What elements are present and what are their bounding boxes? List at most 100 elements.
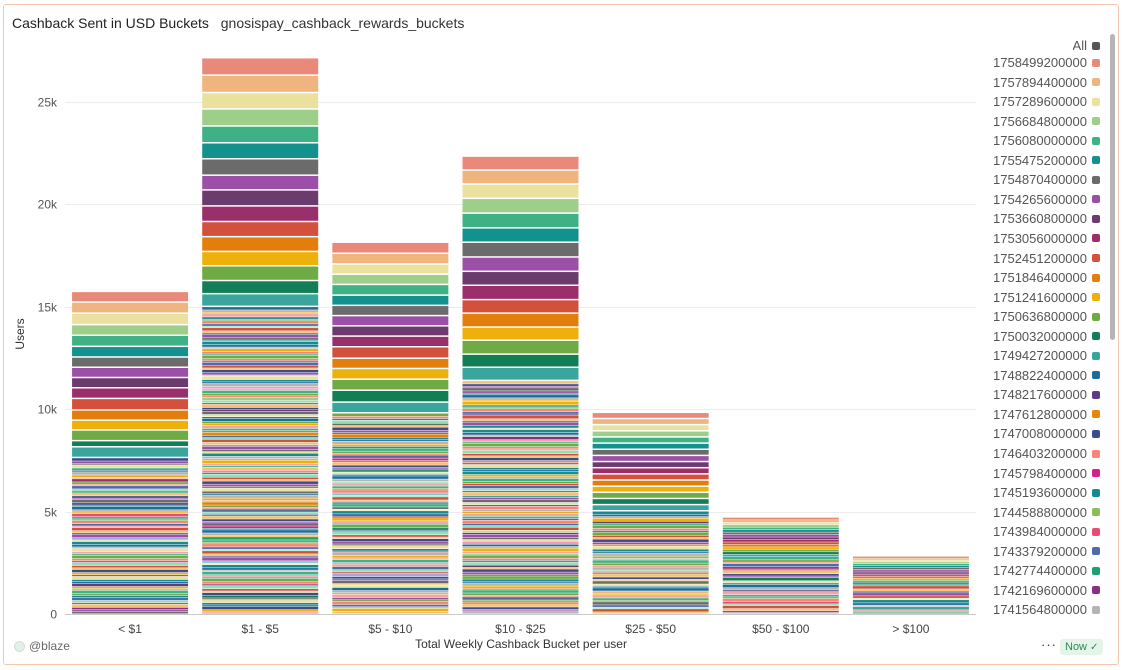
bar-segment[interactable]: [722, 598, 839, 602]
bar-segment[interactable]: [462, 313, 579, 327]
bar-segment[interactable]: [202, 331, 319, 333]
bar-segment[interactable]: [72, 519, 189, 521]
bar-segment[interactable]: [592, 570, 709, 573]
bar-segment[interactable]: [332, 509, 449, 511]
bar-segment[interactable]: [462, 407, 579, 409]
bar-segment[interactable]: [592, 612, 709, 614]
bar-segment[interactable]: [462, 525, 579, 527]
bar-segment[interactable]: [202, 396, 319, 398]
bar-segment[interactable]: [722, 601, 839, 604]
bar-segment[interactable]: [332, 316, 449, 326]
bar-segment[interactable]: [462, 539, 579, 541]
bar-segment[interactable]: [202, 442, 319, 445]
bar-segment[interactable]: [462, 551, 579, 554]
bar-segment[interactable]: [722, 584, 839, 588]
bar-segment[interactable]: [592, 518, 709, 522]
bar-segment[interactable]: [202, 502, 319, 505]
bar-segment[interactable]: [332, 441, 449, 444]
bar-segment[interactable]: [202, 310, 319, 312]
bar-segment[interactable]: [72, 410, 189, 420]
bar-segment[interactable]: [592, 535, 709, 538]
bar-segment[interactable]: [332, 416, 449, 419]
more-options-button[interactable]: ···: [1041, 637, 1057, 652]
bar-segment[interactable]: [592, 602, 709, 605]
bar-segment[interactable]: [462, 453, 579, 456]
bar-segment[interactable]: [202, 584, 319, 586]
bar-segment[interactable]: [462, 460, 579, 463]
bar-segment[interactable]: [72, 489, 189, 491]
bar-segment[interactable]: [202, 479, 319, 481]
bar-segment[interactable]: [72, 484, 189, 486]
bar-segment[interactable]: [462, 544, 579, 547]
bar-segment[interactable]: [592, 431, 709, 437]
bar-segment[interactable]: [462, 595, 579, 597]
legend-item[interactable]: 1758499200000: [993, 53, 1100, 72]
bar-segment[interactable]: [72, 576, 189, 580]
bar-segment[interactable]: [72, 575, 189, 577]
bar-segment[interactable]: [722, 554, 839, 557]
bar-segment[interactable]: [722, 532, 839, 535]
bar-segment[interactable]: [462, 492, 579, 496]
bar-segment[interactable]: [592, 425, 709, 431]
bar-segment[interactable]: [852, 562, 969, 564]
bar-segment[interactable]: [72, 562, 189, 566]
bar-segment[interactable]: [462, 477, 579, 479]
bar-segment[interactable]: [592, 539, 709, 542]
bar-segment[interactable]: [332, 462, 449, 465]
bar-segment[interactable]: [462, 527, 579, 531]
legend-item[interactable]: 1743984000000: [993, 522, 1100, 541]
bar-segment[interactable]: [462, 567, 579, 569]
bar-segment[interactable]: [202, 404, 319, 408]
bar-segment[interactable]: [202, 605, 319, 607]
bar-segment[interactable]: [462, 405, 579, 407]
bar-segment[interactable]: [852, 610, 969, 612]
bar-segment[interactable]: [592, 558, 709, 560]
legend-item-all[interactable]: All: [1073, 36, 1100, 55]
bar-segment[interactable]: [852, 571, 969, 573]
bar-segment[interactable]: [592, 528, 709, 531]
legend-item[interactable]: 1743379200000: [993, 542, 1100, 561]
bar-segment[interactable]: [462, 428, 579, 430]
bar-segment[interactable]: [722, 590, 839, 592]
bar-segment[interactable]: [72, 533, 189, 535]
bar-segment[interactable]: [332, 562, 449, 565]
bar-segment[interactable]: [462, 170, 579, 184]
bar-segment[interactable]: [462, 419, 579, 421]
bar-segment[interactable]: [72, 588, 189, 591]
bar-segment[interactable]: [462, 402, 579, 405]
bar-segment[interactable]: [852, 607, 969, 610]
bar-segment[interactable]: [462, 553, 579, 555]
bar-segment[interactable]: [332, 511, 449, 514]
bar-segment[interactable]: [72, 540, 189, 542]
bar-segment[interactable]: [332, 555, 449, 558]
bar-segment[interactable]: [462, 429, 579, 433]
bar-segment[interactable]: [462, 467, 579, 470]
bar-segment[interactable]: [202, 592, 319, 596]
bar-segment[interactable]: [202, 237, 319, 251]
bar-segment[interactable]: [72, 609, 189, 612]
bar-segment[interactable]: [202, 523, 319, 526]
bar-segment[interactable]: [202, 355, 319, 359]
bar-segment[interactable]: [462, 464, 579, 468]
bar-segment[interactable]: [202, 345, 319, 347]
bar-segment[interactable]: [332, 608, 449, 612]
bar-segment[interactable]: [332, 590, 449, 593]
bar-segment[interactable]: [462, 421, 579, 423]
bar-segment[interactable]: [332, 285, 449, 295]
bar-segment[interactable]: [462, 499, 579, 503]
bar-segment[interactable]: [72, 527, 189, 531]
bar-segment[interactable]: [592, 443, 709, 449]
bar-segment[interactable]: [202, 369, 319, 373]
bar-segment[interactable]: [72, 465, 189, 468]
bar-segment[interactable]: [592, 537, 709, 539]
bar-segment[interactable]: [332, 573, 449, 577]
bar-segment[interactable]: [462, 600, 579, 603]
bar-segment[interactable]: [332, 448, 449, 451]
bar-segment[interactable]: [202, 175, 319, 190]
bar-segment[interactable]: [202, 159, 319, 175]
bar-segment[interactable]: [462, 300, 579, 313]
bar-segment[interactable]: [852, 573, 969, 575]
legend-item[interactable]: 1757894400000: [993, 73, 1100, 92]
bar-segment[interactable]: [592, 584, 709, 587]
bar-segment[interactable]: [592, 600, 709, 602]
